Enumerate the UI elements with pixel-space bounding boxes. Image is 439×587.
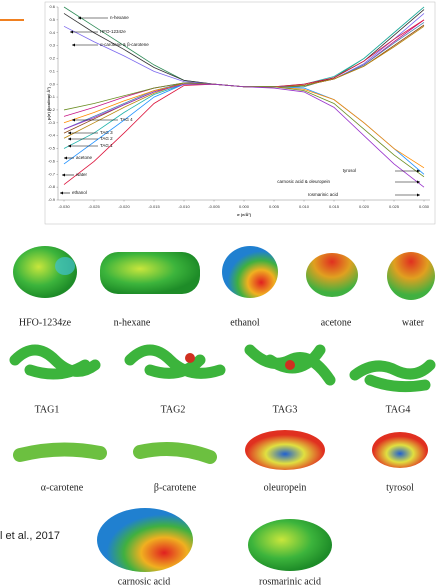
blob	[248, 519, 332, 571]
citation: l et al., 2017	[0, 530, 60, 542]
molecule-label: α-carotene	[41, 482, 84, 493]
annotation: ethanol	[72, 190, 87, 195]
annotation: TAG 3	[100, 130, 113, 135]
molecule-label: tyrosol	[386, 482, 414, 493]
molecule-label: HFO-1234ze	[19, 317, 72, 328]
arrow-head	[417, 193, 420, 197]
arrow-head	[417, 180, 420, 184]
y-tick-label: -0.4	[48, 133, 56, 138]
y-axis-label: μ(σ) (kcal/mol Å²)	[46, 86, 51, 120]
x-tick-label: 0.000	[239, 204, 250, 209]
y-tick-label: -0.9	[48, 197, 56, 202]
y-tick-label: 0.5	[49, 17, 55, 22]
x-tick-label: -0.025	[88, 204, 100, 209]
molecule-images	[9, 246, 436, 572]
molecule-label: water	[402, 317, 425, 328]
series-line	[63, 83, 425, 188]
y-tick-label: -0.1	[48, 94, 56, 99]
molecule-label: TAG4	[386, 404, 411, 415]
molecule-label: n-hexane	[114, 317, 151, 328]
molecule-label: oleuropein	[264, 482, 307, 493]
blob	[100, 252, 200, 294]
molecule-label: TAG1	[35, 404, 60, 415]
x-tick-label: 0.005	[269, 204, 280, 209]
y-tick-label: 0.4	[49, 30, 55, 35]
y-tick-label: -0.8	[48, 184, 56, 189]
y-tick-label: -0.2	[48, 107, 56, 112]
blob	[97, 508, 193, 572]
blob	[372, 432, 428, 468]
blob	[245, 430, 325, 470]
y-tick-label: 0.6	[49, 4, 55, 9]
molecule-label: TAG3	[273, 404, 298, 415]
annotation: tyrosol	[343, 168, 356, 173]
annotation: acetone	[76, 155, 93, 160]
blob	[222, 246, 278, 298]
blob	[185, 353, 195, 363]
molecule-label: TAG2	[161, 404, 186, 415]
annotation: TAG 1	[100, 143, 113, 148]
annotation: TAG 4	[120, 117, 133, 122]
annotation: rosmarinic acid	[308, 192, 339, 197]
annotation: n-hexane	[110, 15, 129, 20]
blob	[124, 344, 226, 379]
arrow-head	[60, 191, 63, 195]
x-tick-label: -0.015	[148, 204, 160, 209]
arrow-head	[72, 118, 75, 122]
x-tick-label: 0.010	[299, 204, 310, 209]
blob	[133, 442, 217, 464]
blob	[387, 252, 435, 300]
arrow-head	[72, 43, 75, 47]
molecule-label: ethanol	[230, 317, 260, 328]
x-tick-label: -0.020	[118, 204, 130, 209]
y-tick-label: -0.5	[48, 146, 56, 151]
blob	[55, 257, 75, 275]
x-tick-label: -0.010	[178, 204, 190, 209]
molecule-label: rosmarinic acid	[259, 576, 321, 587]
y-tick-label: 0.2	[49, 56, 55, 61]
molecule-label: acetone	[321, 317, 352, 328]
y-tick-label: -0.3	[48, 120, 56, 125]
annotation: TAG 2	[100, 136, 113, 141]
x-tick-label: 0.015	[329, 204, 340, 209]
arrow-head	[70, 30, 73, 34]
annotation: HFO-1234ze	[100, 29, 126, 34]
chart: 0.6 0.5 0.4 0.3 0.2 0.1 0.0 -0.1 -0.2 -0.3 -0.4 -0.…	[46, 4, 430, 217]
x-tick-label: -0.005	[208, 204, 220, 209]
arrow-head	[417, 169, 420, 173]
arrow-head	[68, 137, 71, 141]
blob	[285, 360, 295, 370]
x-tick-label: 0.030	[419, 204, 430, 209]
x-axis-label: σ (e/Å²)	[237, 212, 252, 217]
y-tick-label: -0.6	[48, 158, 56, 163]
arrow-head	[68, 131, 71, 135]
arrow-head	[62, 173, 65, 177]
arrow-head	[64, 156, 67, 160]
y-tick-label: 0.0	[49, 81, 55, 86]
arrow-head	[68, 144, 71, 148]
y-tick-label: 0.3	[49, 43, 55, 48]
y-tick-label: -0.7	[48, 171, 56, 176]
x-tick-label: 0.025	[389, 204, 400, 209]
annotation: α-carotene & β-carotene	[100, 42, 149, 47]
x-tick-label: 0.020	[359, 204, 370, 209]
molecule-label: β-carotene	[154, 482, 197, 493]
x-tick-label: -0.030	[58, 204, 70, 209]
chart-frame	[44, 1, 436, 225]
annotation: water	[76, 172, 88, 177]
molecule-labels: HFO-1234ze n-hexane ethanol acetone water TAG…	[19, 317, 425, 587]
blob	[349, 359, 436, 393]
annotation: carnosic acid & oleuropein	[277, 179, 330, 184]
molecule-label: carnosic acid	[118, 576, 170, 587]
y-tick-label: 0.1	[49, 68, 55, 73]
blob	[306, 253, 358, 297]
arrow-head	[78, 16, 81, 20]
blob	[9, 344, 101, 380]
blob	[13, 442, 107, 462]
